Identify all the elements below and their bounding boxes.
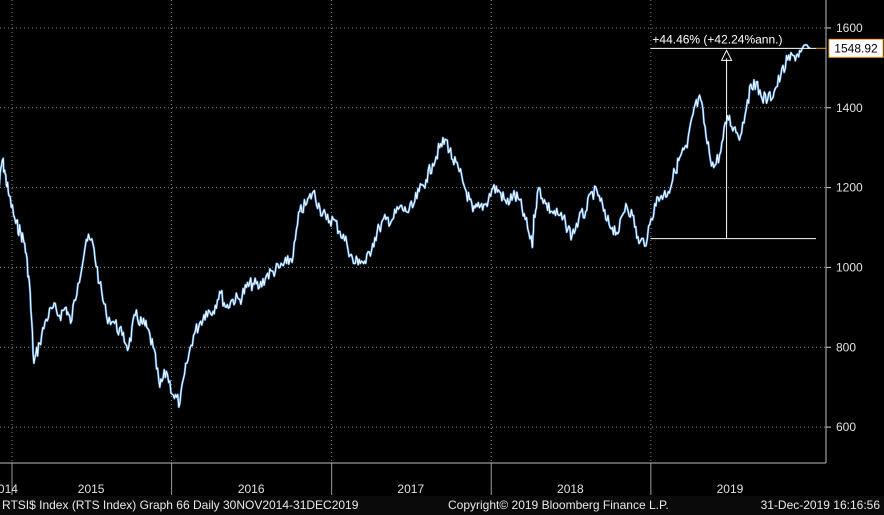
last-value-label: 1548.92 [834, 41, 878, 55]
annotation-arrowhead [720, 49, 733, 61]
y-tick-label: 1000 [836, 260, 863, 274]
last-value-box [828, 38, 884, 58]
status-bar-security: RTSI$ Index (RTS Index) Graph 66 Daily 3… [2, 498, 359, 512]
y-tick-label: 1200 [836, 181, 863, 195]
x-year-label: 2018 [557, 482, 584, 496]
x-year-label: 2014 [0, 482, 18, 496]
y-tick-label: 800 [836, 340, 856, 354]
status-bar-timestamp: 31-Dec-2019 16:16:56 [760, 498, 880, 512]
y-tick-label: 1400 [836, 101, 863, 115]
price-chart: 600 800 1000 1200 1400 1600 2014 2015 2016 2017 20… [0, 0, 884, 496]
y-tick-label: 600 [836, 420, 856, 434]
x-year-label: 2016 [238, 482, 265, 496]
x-year-label: 2019 [717, 482, 744, 496]
y-tick-label: 1600 [836, 21, 863, 35]
price-line [0, 44, 811, 408]
x-year-label: 2015 [78, 482, 105, 496]
plot-area [0, 0, 826, 463]
x-year-label: 2017 [397, 482, 424, 496]
annotation-label: +44.46% (+42.24%ann.) [652, 32, 782, 46]
status-bar-copyright: Copyright© 2019 Bloomberg Finance L.P. [448, 498, 669, 512]
status-bar: RTSI$ Index (RTS Index) Graph 66 Daily 3… [0, 496, 884, 515]
